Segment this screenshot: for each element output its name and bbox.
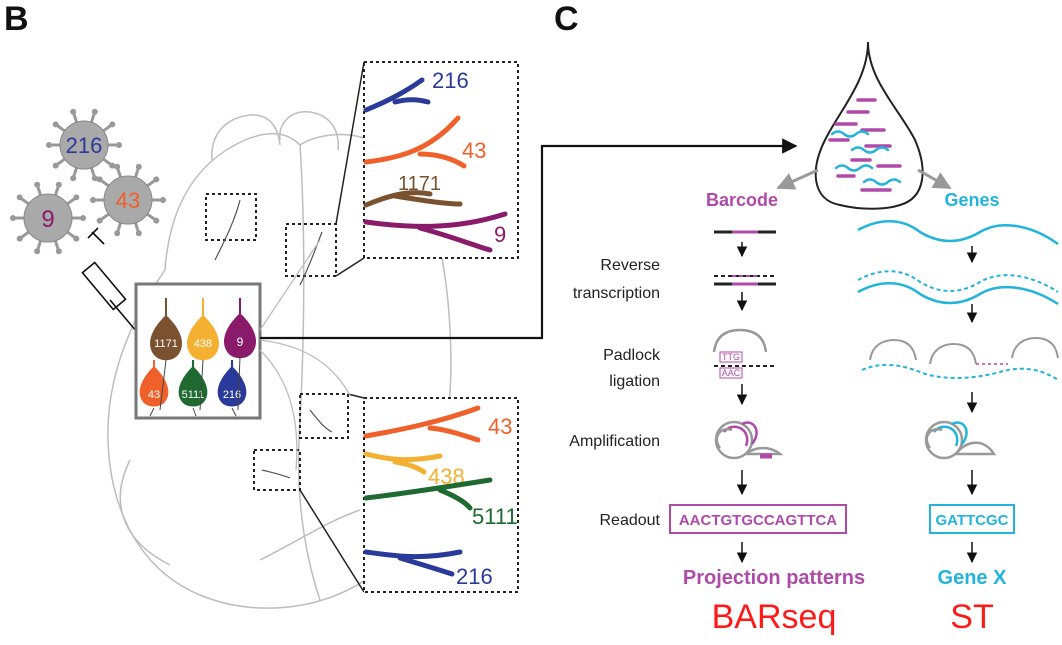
virus-spike-tip [80, 215, 86, 221]
virus-spike-tip [70, 175, 76, 181]
virus-label: 43 [116, 188, 140, 213]
virus-spike-tip [153, 218, 159, 224]
virus-spike-tip [90, 197, 96, 203]
virus: 43 [90, 164, 166, 237]
virus-spike-tip [53, 163, 59, 169]
virus-spike-tip [70, 109, 76, 115]
virus-spike-tip [116, 142, 122, 148]
rolling-circle-barcode [716, 422, 780, 458]
region-box [300, 394, 348, 438]
padlock-probes-genes [870, 338, 1058, 364]
region-box [206, 194, 256, 240]
virus-spike-tip [160, 197, 166, 203]
virus-spike-tip [136, 164, 142, 170]
virus-spike-tip [114, 230, 120, 236]
virus-spike-tip [97, 218, 103, 224]
virus-spike-tip [53, 121, 59, 127]
zoom-bottom-label-3: 5111 [472, 504, 518, 529]
genes-output: Gene X [938, 567, 1008, 589]
barcode-header: Barcode [706, 190, 778, 210]
step-padlock-line1: Padlock [603, 347, 661, 364]
neuron-label: 43 [148, 389, 160, 401]
padlock-code-bottom: AAC [722, 368, 741, 378]
droplet [816, 42, 923, 209]
axon-blue-branch [395, 100, 428, 102]
barcode-output: Projection patterns [683, 567, 865, 589]
virus: 216 [46, 109, 122, 182]
genes-readout: GATTCGC [935, 512, 1008, 529]
virus-spike-tip [73, 194, 79, 200]
barcode-readout: AACTGTGCCAGTTCA [679, 512, 837, 529]
method-st: ST [950, 598, 993, 636]
virus-spike-tip [56, 182, 62, 188]
virus-spike-tip [136, 230, 142, 236]
neuron-label: 9 [237, 335, 244, 349]
arrow-to-droplet [260, 146, 796, 338]
virus-spike-tip [34, 182, 40, 188]
syringe-icon [82, 228, 142, 338]
method-barseq: BARseq [712, 598, 837, 636]
zoom-top-label-4: 9 [494, 222, 506, 247]
virus-spike-tip [34, 248, 40, 254]
step-readout: Readout [600, 512, 661, 529]
virus-spike-tip [114, 164, 120, 170]
virus-label: 9 [41, 206, 54, 233]
panel-letter-b: B [4, 0, 29, 38]
zoom-top-label-3: 1171 [398, 173, 441, 195]
virus: 9 [10, 182, 86, 255]
zoom-top-label-1: 216 [432, 68, 469, 93]
panel-letter-c: C [554, 0, 579, 38]
step-padlock-line2: ligation [609, 373, 660, 390]
virus-spike-tip [73, 236, 79, 242]
zoom-bottom-label-4: 216 [456, 564, 493, 589]
zoom-top-label-2: 43 [462, 138, 486, 163]
barcode-column: TTG AAC AACTGTGCCAGTTCA Projection patte… [670, 232, 865, 636]
virus-spike-tip [56, 248, 62, 254]
virus-spike-tip [109, 121, 115, 127]
virus-spike-tip [10, 215, 16, 221]
zoom-bottom-label-1: 43 [488, 414, 512, 439]
gene-rna [858, 221, 1058, 244]
virus-spike-tip [153, 176, 159, 182]
virus-group: 216 43 9 [10, 109, 166, 255]
virus-label: 216 [66, 133, 103, 158]
region-box [286, 224, 336, 276]
virus-spike-tip [17, 236, 23, 242]
arrow-barcode [778, 170, 818, 188]
step-reverse-line1: Reverse [600, 257, 660, 274]
neuron-label: 1171 [154, 338, 178, 350]
neuron-label: 438 [194, 338, 212, 350]
virus-spike-tip [17, 194, 23, 200]
genes-column: GATTCGC Gene X ST [858, 221, 1058, 636]
step-amplification: Amplification [569, 433, 660, 450]
genes-header: Genes [944, 190, 999, 210]
virus-spike-tip [92, 109, 98, 115]
step-reverse-line2: transcription [573, 285, 660, 302]
rolling-circle-genes [926, 422, 994, 458]
virus-spike-tip [97, 176, 103, 182]
region-box [254, 450, 300, 490]
padlock-probe [714, 330, 766, 352]
virus-spike-tip [46, 142, 52, 148]
padlock-code-top: TTG [722, 352, 740, 362]
